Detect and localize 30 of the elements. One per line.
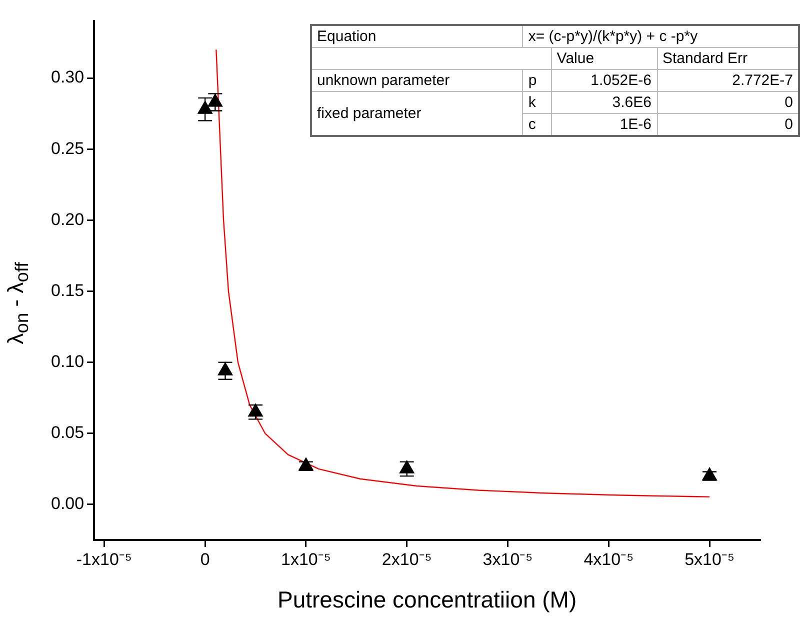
annotation: p xyxy=(522,70,552,92)
x-tick-label: 0 xyxy=(200,550,210,569)
text: 0 xyxy=(784,94,793,111)
annotation: 1E-6 xyxy=(551,114,657,136)
x-tick-label: 1x10⁻⁵ xyxy=(281,550,331,569)
y-tick-label: 0.00 xyxy=(50,494,84,514)
annotation: Value xyxy=(551,48,657,70)
y-tick-label: 0.10 xyxy=(50,352,84,372)
annotation: x= (c-p*y)/(k*p*y) + c -p*y xyxy=(522,25,799,48)
x-tick-label: 4x10⁻⁵ xyxy=(584,550,634,569)
y-tick-label: 0.05 xyxy=(50,423,84,442)
x-tick-label: 3x10⁻⁵ xyxy=(482,550,533,569)
x-tick-label: -1x10⁻⁵ xyxy=(76,550,132,569)
y-tick-label: 0.25 xyxy=(50,138,84,158)
annotation: fixed parameter xyxy=(311,92,523,136)
annotation: Standard Err xyxy=(657,48,799,70)
x-tick-label: 5x10⁻⁵ xyxy=(684,550,735,569)
annotation: c xyxy=(522,114,552,136)
y-tick-label: 0.15 xyxy=(50,280,84,300)
annotation: Equation xyxy=(311,25,523,48)
annotation: 1.052E-6 xyxy=(551,70,657,92)
annotation: 2.772E-7 xyxy=(657,70,799,92)
y-tick-label: 0.20 xyxy=(50,210,84,229)
annotation: 3.6E6 xyxy=(551,92,657,114)
x-tick-label: 2x10⁻⁵ xyxy=(382,550,432,569)
text: 0 xyxy=(784,116,793,133)
x-axis-title: Putrescine concentratiion (M) xyxy=(277,586,577,613)
annotation: unknown parameter xyxy=(311,70,523,92)
annotation: k xyxy=(522,92,552,114)
y-tick-label: 0.30 xyxy=(50,68,84,87)
